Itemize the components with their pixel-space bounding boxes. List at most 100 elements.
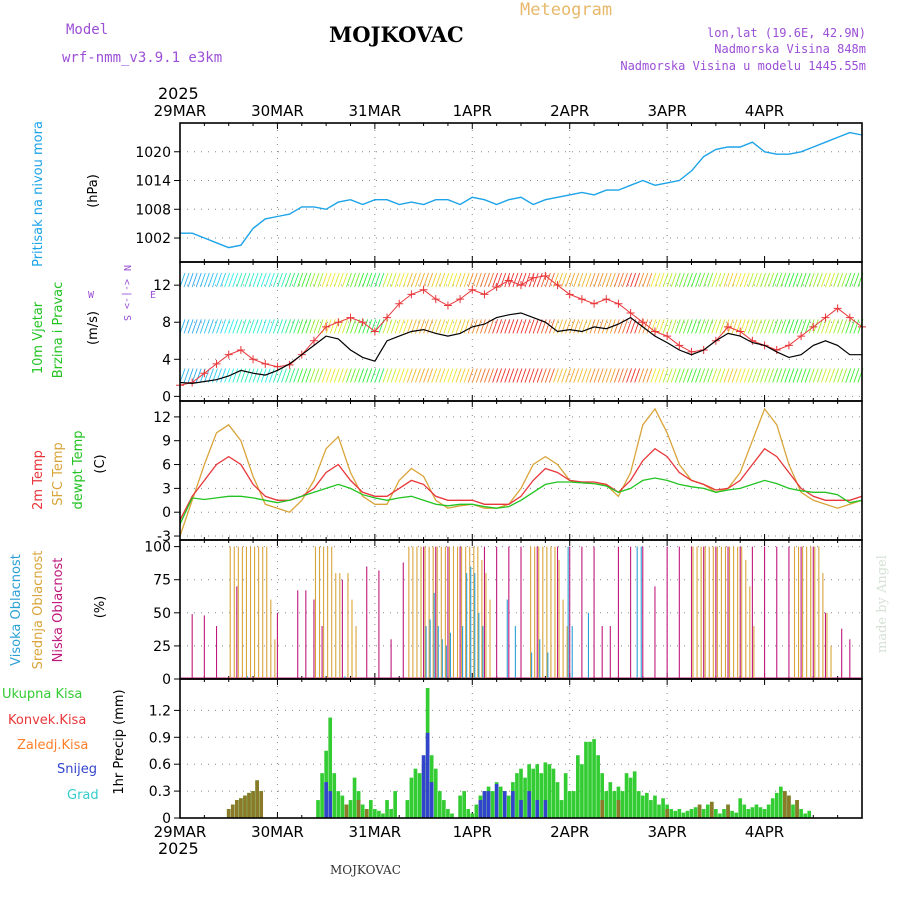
wind-barb — [743, 272, 750, 288]
total-precip-bar — [596, 755, 600, 818]
wind-barb — [427, 368, 434, 383]
wind-barb — [516, 319, 523, 334]
total-precip-bar — [389, 809, 393, 818]
wind-barb — [524, 368, 531, 383]
wind-barb — [695, 272, 701, 288]
total-precip-bar — [515, 773, 519, 818]
mixed-precip-bar — [255, 780, 259, 818]
wind-barb — [703, 368, 710, 383]
wind-barb — [512, 272, 519, 288]
wind-barb — [780, 368, 787, 383]
wind-barb — [784, 319, 791, 334]
wind-barb — [402, 319, 409, 334]
wind-barb — [833, 272, 840, 288]
ytick-label-clouds: 0 — [162, 672, 171, 688]
wind-barb — [374, 272, 381, 288]
mixed-precip-bar — [726, 804, 730, 818]
wind-barb — [553, 368, 559, 383]
total-precip-bar — [373, 809, 377, 818]
wind-barb — [764, 272, 770, 288]
wind-barb — [711, 319, 718, 334]
total-precip-bar — [649, 800, 653, 818]
time-label-top: 2APR — [550, 102, 589, 120]
total-precip-bar — [742, 804, 747, 818]
wind-barb — [670, 368, 677, 383]
wind-barb — [475, 272, 482, 288]
wind-barb — [260, 272, 267, 288]
total-precip-bar — [535, 764, 540, 818]
wind-barb — [528, 319, 535, 334]
temp-unit: (C) — [93, 454, 108, 473]
wind-barb — [199, 272, 206, 288]
ytick-label-temp: 6 — [162, 458, 171, 474]
wind-barb — [711, 272, 718, 288]
total-precip-bar — [750, 807, 755, 818]
wind-barb — [682, 272, 689, 288]
wind-barb — [747, 368, 754, 383]
compass-north: N — [121, 265, 132, 271]
wind-barb — [195, 368, 202, 383]
ytick-label-pressure: 1002 — [135, 231, 171, 247]
total-precip-bar — [551, 768, 556, 818]
wind-barb — [719, 368, 726, 383]
wind-barb — [183, 319, 190, 334]
wind-barb — [212, 319, 218, 334]
wind-barb — [479, 319, 486, 334]
snow-bar — [482, 791, 487, 818]
wind-barb — [820, 368, 827, 383]
wind-barb — [325, 368, 332, 383]
wind-barb — [512, 368, 519, 383]
wind-barb — [471, 368, 478, 383]
wind-barb — [768, 368, 775, 383]
wind-barb — [285, 319, 291, 334]
wind-barb — [788, 319, 795, 334]
total-precip-bar — [531, 768, 536, 818]
snow-bar — [324, 782, 328, 818]
wind-barb — [658, 272, 665, 288]
wind-barb — [691, 272, 697, 288]
wind-barb — [220, 368, 227, 383]
wind-barb — [268, 272, 275, 288]
wind-barb — [463, 368, 470, 383]
time-label-bottom: 3APR — [648, 823, 687, 841]
wind-barb — [837, 319, 844, 334]
total-precip-bar — [316, 800, 320, 818]
wind-barb — [557, 368, 563, 383]
wind-barb — [321, 272, 328, 288]
wind-barb — [439, 272, 446, 288]
wind-barb — [707, 368, 714, 383]
wind-barb — [565, 319, 572, 334]
wind-barb — [337, 319, 344, 334]
wind-barb — [743, 319, 750, 334]
wind-barb — [504, 272, 511, 288]
wind-barb — [634, 368, 641, 383]
wind-barb — [796, 272, 803, 288]
wind-barb — [451, 368, 458, 383]
wind-barb — [646, 368, 653, 383]
precip-ylabel: 1hr Precip (mm) — [112, 689, 127, 794]
wind-barb — [463, 272, 470, 288]
ytick-label-temp: 3 — [162, 481, 171, 497]
wind-barb — [378, 272, 385, 288]
wind-barb — [654, 368, 661, 383]
wind-barb — [285, 272, 291, 288]
total-precip-bar — [608, 782, 613, 818]
wind-barb — [459, 319, 466, 334]
wind-barb — [707, 319, 714, 334]
wind-barb — [508, 319, 515, 334]
wind-barb — [581, 368, 588, 383]
snow-bar — [511, 791, 515, 818]
total-precip-bar — [766, 804, 771, 818]
wind-barb — [516, 368, 523, 383]
wind-barb — [431, 319, 438, 334]
wind-barb — [642, 272, 649, 288]
wind-barb — [605, 368, 612, 383]
wind-barb — [207, 368, 214, 383]
wind-barb — [630, 319, 637, 334]
wind-barb — [504, 319, 511, 334]
wind-barb — [597, 319, 604, 334]
wind-barb — [431, 272, 438, 288]
wind-barb — [845, 319, 852, 334]
wind-barb — [682, 368, 689, 383]
wind-barb — [800, 272, 807, 288]
